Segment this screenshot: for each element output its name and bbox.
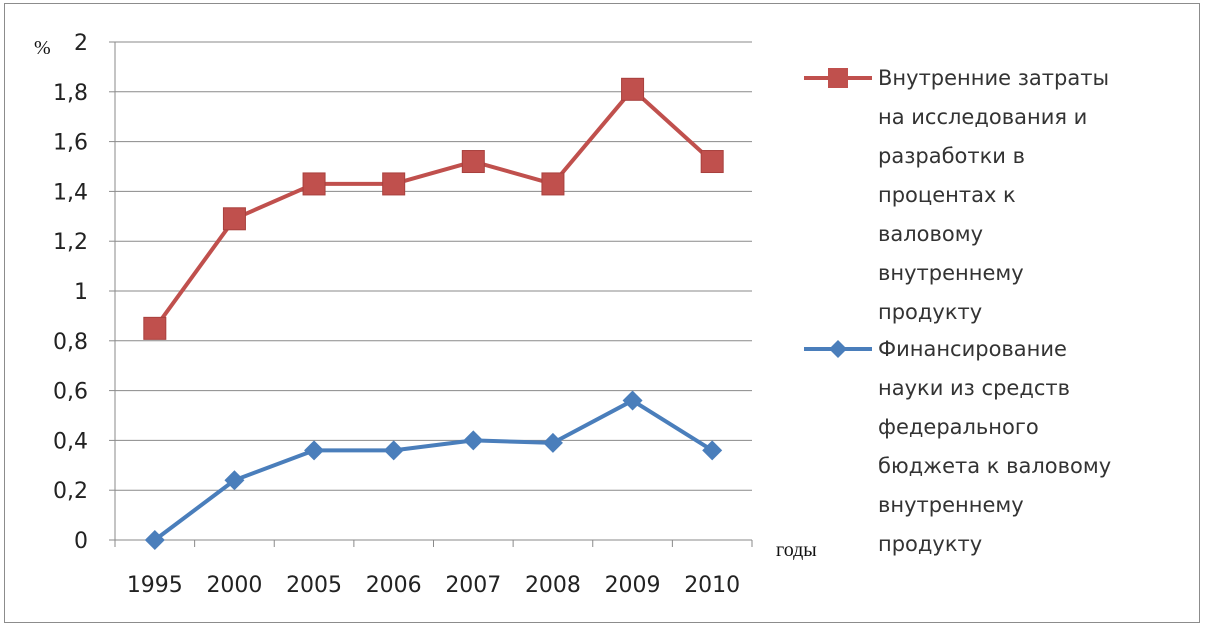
data-point-square: [382, 172, 406, 196]
gridlines: [109, 41, 753, 547]
y-axis-ticks: 0 0,2 0,4 0,6 0,8 1 1,2 1,4 1,6 1,8 2: [53, 31, 88, 554]
data-point-diamond: [622, 390, 643, 411]
data-point-diamond: [702, 440, 723, 461]
legend-label-line: бюджета к валовому: [878, 454, 1111, 478]
series-line-2: [153, 398, 714, 542]
chart-frame: [4, 3, 1200, 623]
legend-label-line: науки из средств: [878, 376, 1070, 400]
legend-label-line: внутреннему: [878, 493, 1024, 517]
x-tick-label: 2008: [525, 573, 581, 598]
legend-label-line: продукту: [878, 532, 982, 556]
x-axis-unit-label: годы: [776, 539, 817, 561]
data-point-diamond: [383, 440, 404, 461]
y-tick-label: 1,6: [53, 131, 88, 156]
data-point-square: [461, 150, 485, 174]
y-tick-label: 0,8: [53, 330, 88, 355]
x-tick-label: 1995: [127, 573, 183, 598]
series-layer: [143, 77, 724, 550]
legend-label-line: Финансирование: [878, 337, 1067, 361]
data-point-square: [222, 207, 246, 231]
x-tick-label: 2005: [286, 573, 342, 598]
data-point-diamond: [542, 432, 563, 453]
x-tick-label: 2006: [366, 573, 422, 598]
x-axis-ticks: 1995 2000 2005 2006 2007 2008 2009 2010: [127, 573, 740, 598]
legend-label-line: процентах к: [878, 183, 1016, 207]
legend: Внутренние затраты на исследования и разра…: [804, 66, 1111, 556]
x-tick-label: 2007: [445, 573, 501, 598]
legend-marker-diamond: [829, 340, 847, 358]
data-point-square: [143, 316, 167, 340]
data-point-square: [541, 172, 565, 196]
series-line-1: [153, 87, 714, 330]
y-tick-label: 0,2: [53, 479, 88, 504]
y-tick-label: 1: [74, 280, 88, 305]
legend-label-line: разработки в: [878, 144, 1025, 168]
data-point-square: [302, 172, 326, 196]
legend-label-line: федерального: [878, 415, 1039, 439]
y-tick-label: 1,4: [53, 180, 88, 205]
data-point-square: [700, 150, 724, 174]
legend-label-line: продукту: [878, 300, 982, 324]
legend-label-line: валовому: [878, 222, 983, 246]
legend-label-line: на исследования и: [878, 105, 1087, 129]
data-point-square: [621, 77, 645, 101]
y-tick-label: 0,4: [53, 429, 88, 454]
x-tick-label: 2000: [206, 573, 262, 598]
legend-marker-square: [828, 68, 848, 88]
data-point-diamond: [304, 440, 325, 461]
data-point-diamond: [463, 430, 484, 451]
y-tick-label: 1,8: [53, 81, 88, 106]
y-tick-label: 1,2: [53, 230, 88, 255]
x-tick-label: 2009: [605, 573, 661, 598]
y-tick-label: 0: [74, 529, 88, 554]
y-axis-unit-label: %: [34, 37, 51, 59]
legend-label-line: внутреннему: [878, 261, 1024, 285]
y-tick-label: 2: [74, 31, 88, 56]
data-point-diamond: [224, 470, 245, 491]
legend-label-line: Внутренние затраты: [878, 66, 1109, 90]
data-point-diamond: [144, 530, 165, 550]
y-tick-label: 0,6: [53, 380, 88, 405]
x-tick-label: 2010: [684, 573, 740, 598]
